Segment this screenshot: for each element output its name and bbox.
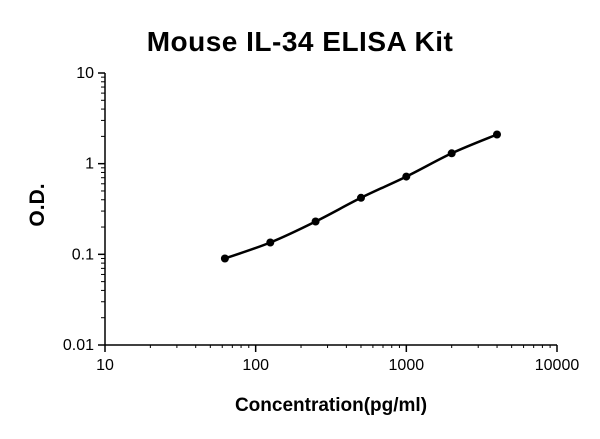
data-point-marker [220, 254, 229, 263]
data-point-marker [402, 172, 411, 181]
chart-title: Mouse IL-34 ELISA Kit [146, 26, 454, 57]
x-tick-label: 1000 [389, 357, 425, 374]
data-point-marker [266, 238, 275, 247]
data-point-marker [357, 193, 365, 202]
y-tick-label: 10 [76, 65, 94, 82]
data-point-marker [311, 217, 320, 226]
y-tick-label: 0.1 [72, 246, 94, 263]
x-axis-label: Concentration(pg/ml) [234, 395, 428, 416]
y-tick-label: 0.01 [63, 337, 94, 354]
data-point-marker [447, 149, 456, 158]
x-tick-label: 100 [242, 357, 269, 374]
y-tick-label: 1 [85, 156, 94, 173]
data-point-marker [493, 130, 501, 139]
x-tick-label: 10000 [535, 357, 580, 374]
x-tick-label: 10 [96, 357, 114, 374]
